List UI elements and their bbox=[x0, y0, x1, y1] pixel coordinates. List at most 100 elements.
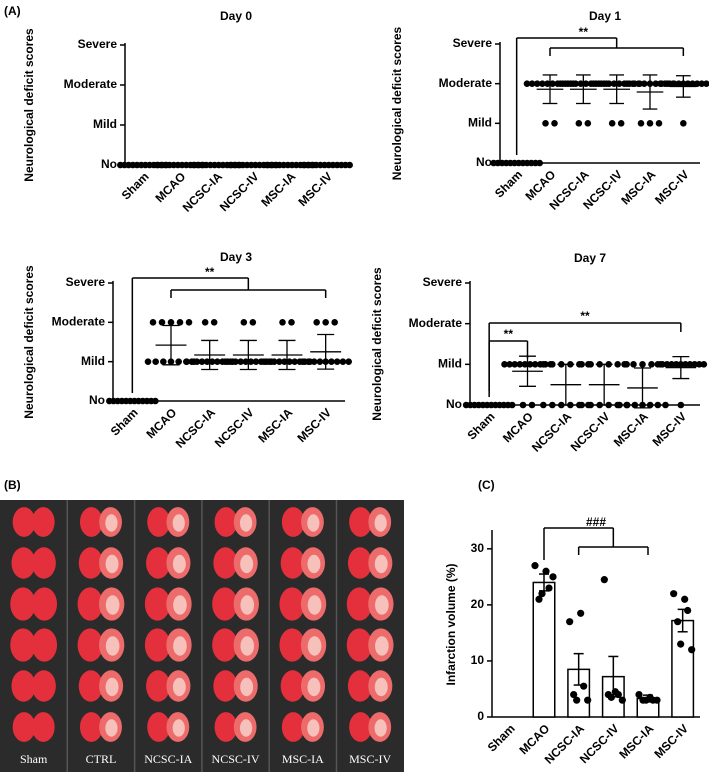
brain-slice bbox=[31, 712, 55, 742]
x-tick-label: MCAO bbox=[144, 405, 180, 441]
infarct bbox=[240, 677, 254, 697]
data-point bbox=[666, 80, 673, 87]
brain-slice bbox=[77, 587, 103, 621]
y-tick-label: Moderate bbox=[409, 316, 463, 330]
data-point bbox=[214, 358, 221, 365]
y-tick-label: No bbox=[89, 393, 105, 407]
data-point bbox=[144, 358, 152, 365]
brain-slice bbox=[213, 670, 238, 702]
data-point bbox=[222, 358, 229, 365]
x-tick-label: NCSC-IA bbox=[180, 169, 225, 214]
data-point bbox=[260, 358, 268, 365]
data-point bbox=[152, 358, 159, 365]
significance-label: ** bbox=[205, 265, 215, 279]
data-point bbox=[286, 358, 293, 365]
data-point bbox=[610, 80, 618, 87]
brain-slice bbox=[279, 628, 305, 662]
brain-slice bbox=[212, 628, 238, 662]
infarct bbox=[307, 719, 320, 737]
data-point bbox=[570, 690, 578, 699]
photo-label: MSC-IA bbox=[282, 752, 324, 766]
data-point bbox=[582, 80, 590, 87]
data-point bbox=[623, 80, 631, 87]
data-point bbox=[575, 120, 583, 127]
y-tick-label: No bbox=[101, 157, 117, 171]
data-point bbox=[562, 80, 569, 87]
y-axis-title: Infarction volume (%) bbox=[444, 563, 458, 685]
brain-slice bbox=[10, 628, 36, 662]
infarct bbox=[105, 677, 119, 697]
data-point bbox=[642, 696, 650, 704]
x-tick-label: MCAO bbox=[500, 409, 536, 445]
data-point bbox=[152, 397, 159, 405]
data-point bbox=[698, 80, 706, 87]
data-point bbox=[545, 584, 553, 592]
data-point bbox=[208, 358, 216, 365]
x-tick-label: MSC-IA bbox=[616, 721, 656, 761]
y-tick-label: No bbox=[446, 397, 462, 411]
photo-label: NCSC-IA bbox=[144, 752, 192, 766]
infarct bbox=[240, 554, 254, 574]
data-point bbox=[149, 319, 157, 326]
data-point bbox=[523, 80, 531, 87]
data-point bbox=[316, 358, 324, 365]
infarct bbox=[239, 719, 253, 737]
y-tick-label: Severe bbox=[78, 37, 118, 51]
data-point bbox=[646, 401, 654, 409]
data-point bbox=[668, 361, 675, 368]
brain-slice bbox=[349, 507, 372, 537]
infarct bbox=[240, 595, 255, 615]
data-point bbox=[684, 606, 692, 615]
brain-slice bbox=[349, 712, 372, 742]
data-point bbox=[242, 358, 250, 365]
data-point bbox=[339, 358, 347, 365]
photo-label: MSC-IV bbox=[349, 752, 391, 766]
data-point bbox=[249, 319, 257, 326]
significance-label: ** bbox=[579, 25, 589, 39]
data-point bbox=[629, 80, 637, 87]
data-point bbox=[672, 361, 680, 368]
brain-slice bbox=[31, 587, 58, 621]
x-tick-label: Sham bbox=[119, 169, 152, 202]
data-point bbox=[506, 361, 513, 368]
data-point bbox=[508, 401, 516, 409]
y-tick-label: Mild bbox=[438, 357, 462, 371]
x-tick-label: MSC-IV bbox=[652, 167, 692, 207]
y-tick-label: Mild bbox=[468, 116, 492, 130]
data-point bbox=[322, 319, 329, 326]
data-point bbox=[193, 358, 201, 365]
x-tick-label: NCSC-IV bbox=[217, 169, 262, 214]
y-axis-title: Neurological deficit scores bbox=[390, 26, 404, 180]
infarct bbox=[307, 595, 322, 615]
data-point bbox=[528, 401, 536, 409]
data-point bbox=[346, 161, 353, 169]
data-point bbox=[677, 401, 685, 409]
infarct bbox=[105, 595, 120, 615]
brain-slice bbox=[347, 670, 372, 702]
data-point bbox=[539, 80, 546, 87]
x-tick-label: Sham bbox=[492, 167, 525, 200]
data-point bbox=[670, 80, 678, 87]
brain-slice bbox=[281, 507, 305, 537]
brain-slice bbox=[78, 670, 103, 702]
x-tick-label: MSC-IA bbox=[258, 169, 298, 209]
data-point bbox=[578, 401, 585, 409]
data-point bbox=[551, 120, 558, 127]
data-point bbox=[648, 361, 655, 368]
y-tick-label: Severe bbox=[453, 36, 493, 50]
data-point bbox=[227, 358, 234, 365]
data-point bbox=[631, 401, 639, 409]
data-point bbox=[600, 80, 608, 87]
brain-slice bbox=[31, 628, 58, 662]
panel-label: (C) bbox=[478, 478, 495, 492]
chart-title: Day 0 bbox=[220, 9, 252, 23]
y-tick-label: Moderate bbox=[64, 77, 118, 91]
data-point bbox=[695, 361, 703, 368]
data-point bbox=[614, 361, 621, 368]
data-point bbox=[540, 401, 547, 409]
data-point bbox=[616, 401, 623, 409]
brain-slice bbox=[10, 587, 36, 621]
data-point bbox=[618, 696, 626, 704]
y-tick-label: Mild bbox=[81, 354, 105, 368]
y-tick-label: Moderate bbox=[439, 76, 493, 90]
